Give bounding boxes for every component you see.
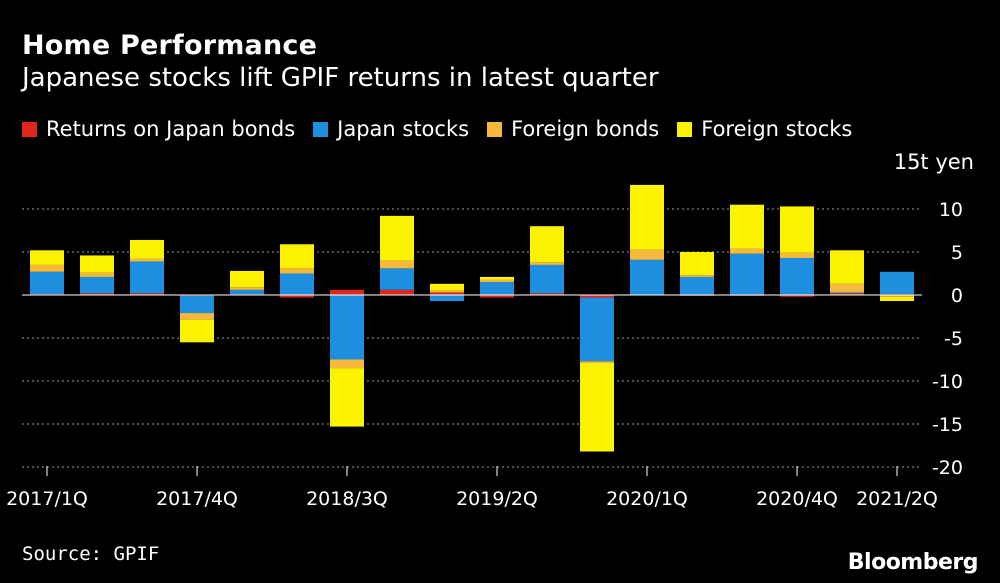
bar-segment xyxy=(330,289,364,295)
bar-segment xyxy=(480,295,514,298)
bar-segment xyxy=(230,289,264,295)
y-tick-label: 10 xyxy=(939,199,963,221)
bar-segment xyxy=(630,249,664,260)
bar-segment xyxy=(180,313,214,320)
x-tick-label: 2018/3Q xyxy=(306,488,388,510)
bar-segment xyxy=(830,283,864,293)
bar-segment xyxy=(30,271,64,295)
legend-label-japan-bonds: Returns on Japan bonds xyxy=(46,117,296,141)
bar-segment xyxy=(580,297,614,362)
bar-segment xyxy=(80,293,114,295)
bar-segment xyxy=(430,283,464,291)
bar-segment xyxy=(430,290,464,293)
bar-segment xyxy=(130,261,164,294)
x-tick-label: 2020/1Q xyxy=(606,488,688,510)
bar-segment xyxy=(530,262,564,265)
bar-segment xyxy=(630,184,664,250)
legend: Returns on Japan bonds Japan stocks Fore… xyxy=(22,117,870,141)
bar-segment xyxy=(580,361,614,363)
bar-segment xyxy=(80,272,114,277)
bar-segment xyxy=(780,258,814,295)
bar-segment xyxy=(880,296,914,302)
legend-swatch-foreign-stocks xyxy=(677,121,693,137)
bar-segment xyxy=(830,292,864,294)
bar-segment xyxy=(30,250,64,265)
bar-segment xyxy=(680,275,714,277)
bar-segment xyxy=(730,204,764,249)
legend-item-japan-stocks: Japan stocks xyxy=(313,117,469,141)
bar-segment xyxy=(130,293,164,295)
bar-segment xyxy=(130,258,164,262)
legend-swatch-japan-stocks xyxy=(313,121,329,137)
bar-segment xyxy=(230,270,264,288)
bar-segment xyxy=(730,248,764,254)
bar-segment xyxy=(580,295,614,298)
legend-swatch-japan-bonds xyxy=(22,121,37,137)
y-tick-label: -10 xyxy=(932,371,963,393)
bar-segment xyxy=(830,250,864,284)
bar-segment xyxy=(330,368,364,427)
x-tick-label: 2021/2Q xyxy=(856,488,938,510)
bar-segment xyxy=(430,295,464,302)
bar-segment xyxy=(780,295,814,297)
chart-subtitle: Japanese stocks lift GPIF returns in lat… xyxy=(22,63,659,93)
legend-label-foreign-stocks: Foreign stocks xyxy=(701,117,853,141)
bar-segment xyxy=(380,215,414,261)
bar-segment xyxy=(30,264,64,272)
bar-segment xyxy=(130,239,164,259)
bar-segment xyxy=(80,276,114,294)
bar-segment xyxy=(880,295,914,297)
legend-label-foreign-bonds: Foreign bonds xyxy=(511,117,660,141)
x-tick-label: 2017/1Q xyxy=(6,488,88,510)
bar-segment xyxy=(80,255,114,273)
bar-segment xyxy=(430,292,464,295)
bar-segment xyxy=(630,259,664,295)
y-tick-label: -15 xyxy=(932,414,963,436)
legend-item-foreign-bonds: Foreign bonds xyxy=(487,117,659,141)
legend-swatch-foreign-bonds xyxy=(487,121,503,137)
y-tick-label: 0 xyxy=(951,285,963,307)
y-tick-label: -20 xyxy=(932,457,963,479)
bar-segment xyxy=(180,295,214,314)
bar-segment xyxy=(380,268,414,290)
bar-segment xyxy=(330,295,364,360)
bar-segment xyxy=(280,244,314,269)
bar-segment xyxy=(380,289,414,295)
x-tick-label: 2020/4Q xyxy=(756,488,838,510)
legend-item-japan-bonds: Returns on Japan bonds xyxy=(22,117,295,141)
bar-segment xyxy=(380,260,414,269)
bar-segment xyxy=(880,271,914,295)
bar-segment xyxy=(180,319,214,343)
bar-segment xyxy=(480,279,514,283)
y-tick-label: -5 xyxy=(944,328,963,350)
bar-segment xyxy=(230,287,264,290)
bloomberg-logo: Bloomberg xyxy=(847,550,979,575)
source-note: Source: GPIF xyxy=(22,543,160,565)
bar-segment xyxy=(280,295,314,298)
bar-segment xyxy=(780,252,814,259)
legend-label-japan-stocks: Japan stocks xyxy=(337,117,470,141)
bar-segment xyxy=(830,293,864,295)
bar-segment xyxy=(330,359,364,369)
bar-segment xyxy=(530,293,564,295)
chart-title: Home Performance xyxy=(22,30,318,61)
y-tick-label: 5 xyxy=(951,242,963,264)
bar-segment xyxy=(280,273,314,295)
bar-segment xyxy=(680,276,714,295)
bar-segment xyxy=(480,276,514,280)
bar-segment xyxy=(530,226,564,263)
bar-segment xyxy=(730,253,764,295)
x-tick-label: 2017/4Q xyxy=(156,488,238,510)
bar-segment xyxy=(280,268,314,274)
bar-segment xyxy=(530,264,564,294)
legend-item-foreign-stocks: Foreign stocks xyxy=(677,117,852,141)
bar-segment xyxy=(580,362,614,452)
bar-segment xyxy=(780,206,814,253)
x-tick-label: 2019/2Q xyxy=(456,488,538,510)
y-axis-unit-label: 15t yen xyxy=(893,150,974,174)
bar-segment xyxy=(480,282,514,295)
bar-segment xyxy=(680,252,714,276)
